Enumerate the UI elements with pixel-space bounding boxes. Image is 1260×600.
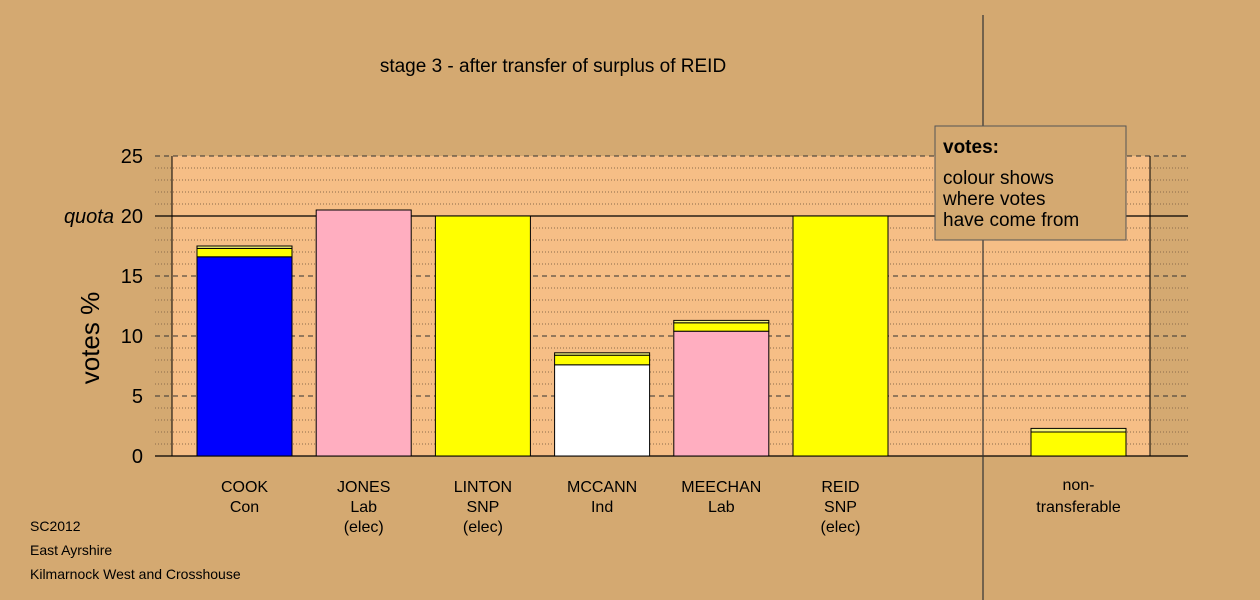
y-tick-label: 25 — [121, 146, 143, 168]
category-label: Lab — [708, 499, 735, 516]
quota-label: quota — [64, 206, 114, 228]
legend: votes: colour shows where votes have com… — [934, 125, 1127, 241]
legend-box — [934, 125, 1127, 241]
bar-nontransferable — [1030, 427, 1127, 457]
nontransferable-label: non- — [1062, 477, 1094, 494]
bar-mccann-segment — [554, 352, 651, 356]
y-tick-label: 0 — [132, 446, 143, 468]
footer-council: East Ayrshire — [30, 542, 113, 558]
legend-line-3: have come from — [943, 210, 1079, 231]
bar-mccann — [554, 352, 651, 457]
category-label: SNP — [466, 499, 499, 516]
category-label: SNP — [824, 499, 857, 516]
category-label: (elec) — [463, 519, 503, 536]
category-label: MEECHAN — [681, 479, 761, 496]
category-labels: COOK Con JONES Lab (elec) LINTON SNP (elec) MCCA… — [221, 477, 1121, 536]
footer-ward: Kilmarnock West and Crosshouse — [30, 566, 241, 582]
chart-title: stage 3 - after transfer of surplus of R… — [380, 56, 726, 77]
category-label: Lab — [350, 499, 377, 516]
bar-cook-segment — [196, 247, 293, 258]
bar-jones-segment — [315, 209, 412, 457]
y-axis-label: votes % — [75, 292, 105, 385]
category-label: Ind — [591, 499, 613, 516]
y-tick-label: 15 — [121, 266, 143, 288]
footer-election: SC2012 — [30, 518, 81, 534]
bar-reid — [792, 215, 889, 457]
bar-linton-segment — [434, 215, 531, 457]
y-tick-label: 20 — [121, 206, 143, 228]
category-label: MCCANN — [567, 479, 637, 496]
category-label: LINTON — [454, 479, 512, 496]
bar-jones — [315, 209, 412, 457]
legend-line-1: colour shows — [943, 168, 1054, 189]
y-tick-label: 5 — [132, 386, 143, 408]
bar-nontransferable-segment — [1030, 427, 1127, 433]
y-axis: 0 5 10 15 20 25 quota — [64, 146, 143, 468]
bar-nontransferable-segment — [1030, 431, 1127, 457]
bar-linton — [434, 215, 531, 457]
category-label: COOK — [221, 479, 268, 496]
bar-meechan-segment — [673, 319, 770, 324]
bar-meechan — [673, 319, 770, 457]
category-label: REID — [821, 479, 859, 496]
bars — [196, 209, 1127, 457]
bar-meechan-segment — [673, 322, 770, 332]
bar-cook — [196, 245, 293, 457]
bar-cook-segment — [196, 256, 293, 457]
category-label: JONES — [337, 479, 390, 496]
category-label: (elec) — [344, 519, 384, 536]
bar-cook-segment — [196, 245, 293, 249]
legend-title: votes: — [943, 137, 999, 158]
category-label: (elec) — [820, 519, 860, 536]
bar-meechan-segment — [673, 330, 770, 457]
bar-mccann-segment — [554, 354, 651, 366]
nontransferable-label: transferable — [1036, 499, 1121, 516]
bar-mccann-segment — [554, 364, 651, 457]
legend-line-2: where votes — [942, 189, 1045, 210]
y-tick-label: 10 — [121, 326, 143, 348]
bar-reid-segment — [792, 215, 889, 457]
category-label: Con — [230, 499, 259, 516]
